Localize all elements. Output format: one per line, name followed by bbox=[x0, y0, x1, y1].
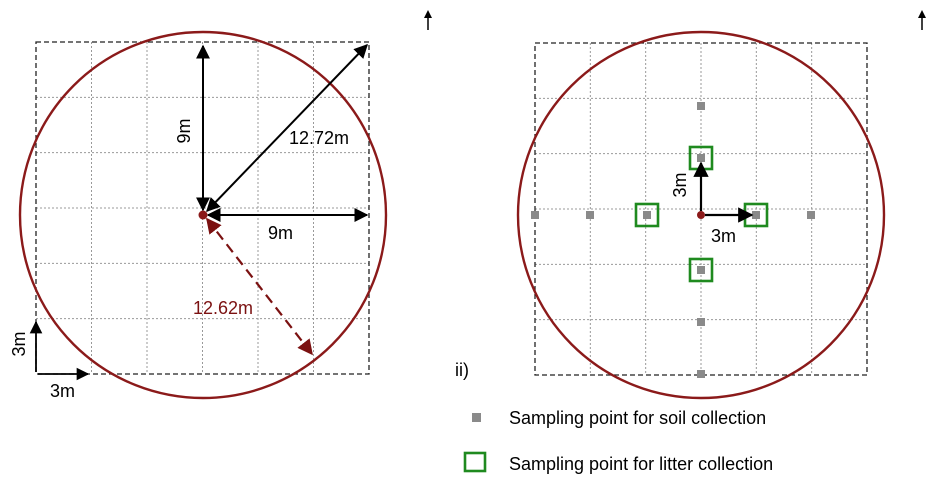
plot-circle bbox=[18, 30, 388, 400]
soil-point bbox=[752, 211, 760, 219]
soil-point bbox=[643, 211, 651, 219]
label-diagonal: 12.72m bbox=[289, 128, 349, 148]
soil-point bbox=[531, 211, 539, 219]
soil-sampling-points bbox=[531, 102, 815, 378]
plot-circle bbox=[516, 30, 886, 400]
legend-litter-label: Sampling point for litter collection bbox=[509, 454, 773, 474]
plot-frame bbox=[35, 41, 370, 375]
north-arrow-right bbox=[918, 10, 926, 30]
litter-point bbox=[688, 257, 714, 283]
label-circle-radius: 12.62m bbox=[193, 298, 253, 318]
litter-point bbox=[634, 202, 660, 228]
soil-legend-swatch bbox=[472, 413, 481, 422]
soil-point bbox=[586, 211, 594, 219]
soil-point bbox=[697, 102, 705, 110]
label-radius-right: 9m bbox=[268, 223, 293, 243]
circle-radius-arrow bbox=[206, 217, 313, 356]
soil-point bbox=[697, 318, 705, 326]
legend: Sampling point for soil collection Sampl… bbox=[463, 408, 773, 474]
label-cell-height: 3m bbox=[9, 331, 29, 356]
litter-legend-swatch bbox=[463, 451, 487, 473]
plot-center-point bbox=[198, 210, 208, 220]
soil-point bbox=[697, 154, 705, 162]
label-radius-top: 9m bbox=[174, 118, 194, 143]
label-offset-up: 3m bbox=[670, 172, 690, 197]
soil-point bbox=[807, 211, 815, 219]
plot-center-point bbox=[697, 211, 705, 219]
plot-panel-left: 9m 9m 12.72m 12.62m 3m 3m bbox=[9, 30, 388, 401]
panel-marker: ii) bbox=[455, 360, 469, 380]
legend-soil-label: Sampling point for soil collection bbox=[509, 408, 766, 428]
soil-point bbox=[697, 266, 705, 274]
soil-point bbox=[697, 370, 705, 378]
plot-frame bbox=[534, 42, 868, 376]
north-arrow-left bbox=[424, 10, 432, 30]
diagonal-arrow bbox=[206, 43, 368, 213]
label-cell-width: 3m bbox=[50, 381, 75, 401]
label-offset-right: 3m bbox=[711, 226, 736, 246]
plot-panel-right: 3m 3m ii) bbox=[455, 30, 886, 400]
